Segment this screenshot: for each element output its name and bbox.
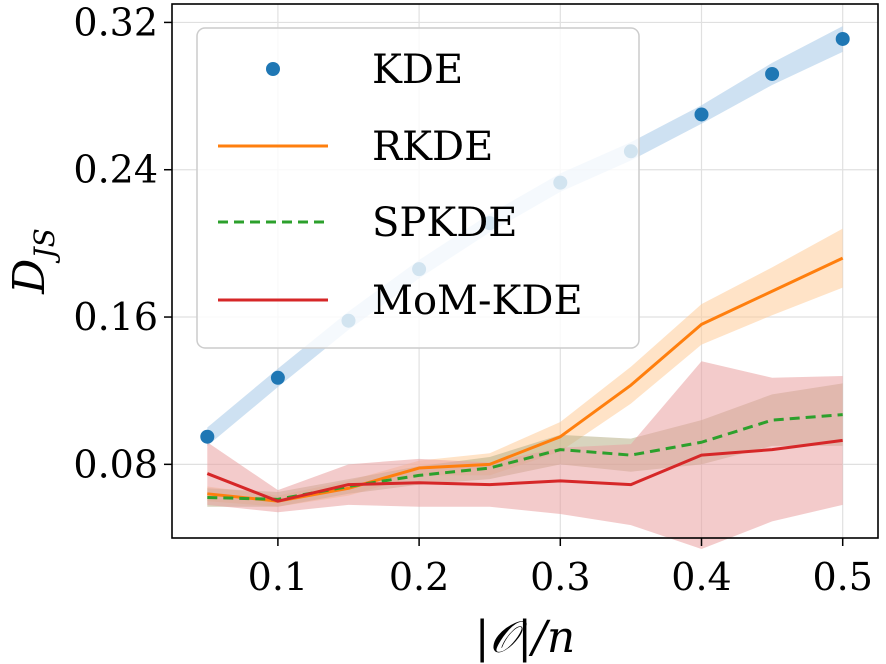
x-tick-label: 0.2 bbox=[389, 555, 449, 599]
y-axis-label: DJS bbox=[4, 228, 61, 295]
line-mom-kde bbox=[206, 438, 843, 503]
axis-labels: |𝒪|/n DJS bbox=[4, 228, 575, 663]
series-lines bbox=[206, 256, 844, 503]
y-tick-label: 0.08 bbox=[73, 442, 158, 486]
x-tick-label: 0.5 bbox=[812, 555, 872, 599]
x-tick-label: 0.4 bbox=[671, 555, 731, 599]
legend-label-mom-kde: MoM-KDE bbox=[372, 278, 583, 324]
point-kde bbox=[270, 370, 285, 385]
legend-label-rkde: RKDE bbox=[372, 124, 493, 170]
legend-label-spkde: SPKDE bbox=[372, 200, 517, 246]
plot-frame bbox=[171, 3, 879, 539]
line-spkde bbox=[207, 413, 843, 501]
x-tick-label: 0.3 bbox=[530, 555, 590, 599]
legend-box bbox=[196, 27, 640, 349]
legend-label-kde: KDE bbox=[372, 47, 463, 93]
y-tick-label: 0.32 bbox=[73, 0, 158, 44]
axis-ticks: 0.1 0.2 0.3 0.4 0.5 0.08 0.16 0.24 0.32 bbox=[73, 0, 873, 599]
line-rkde bbox=[207, 256, 844, 503]
point-kde bbox=[694, 107, 709, 122]
y-tick-label: 0.24 bbox=[73, 148, 158, 192]
point-kde bbox=[835, 31, 850, 46]
x-tick-label: 0.1 bbox=[248, 555, 308, 599]
point-kde bbox=[765, 66, 780, 81]
legend-marker-kde bbox=[266, 62, 280, 76]
legend: KDE RKDE SPKDE MoM-KDE bbox=[196, 27, 640, 349]
y-axis-label-subscript: JS bbox=[28, 228, 61, 263]
y-tick-label: 0.16 bbox=[73, 295, 158, 339]
point-kde bbox=[200, 429, 215, 444]
x-axis-label: |𝒪|/n bbox=[475, 612, 576, 663]
y-axis-label-main: D bbox=[4, 259, 55, 295]
band-kde bbox=[207, 26, 843, 446]
band-mom-kde bbox=[207, 361, 843, 550]
